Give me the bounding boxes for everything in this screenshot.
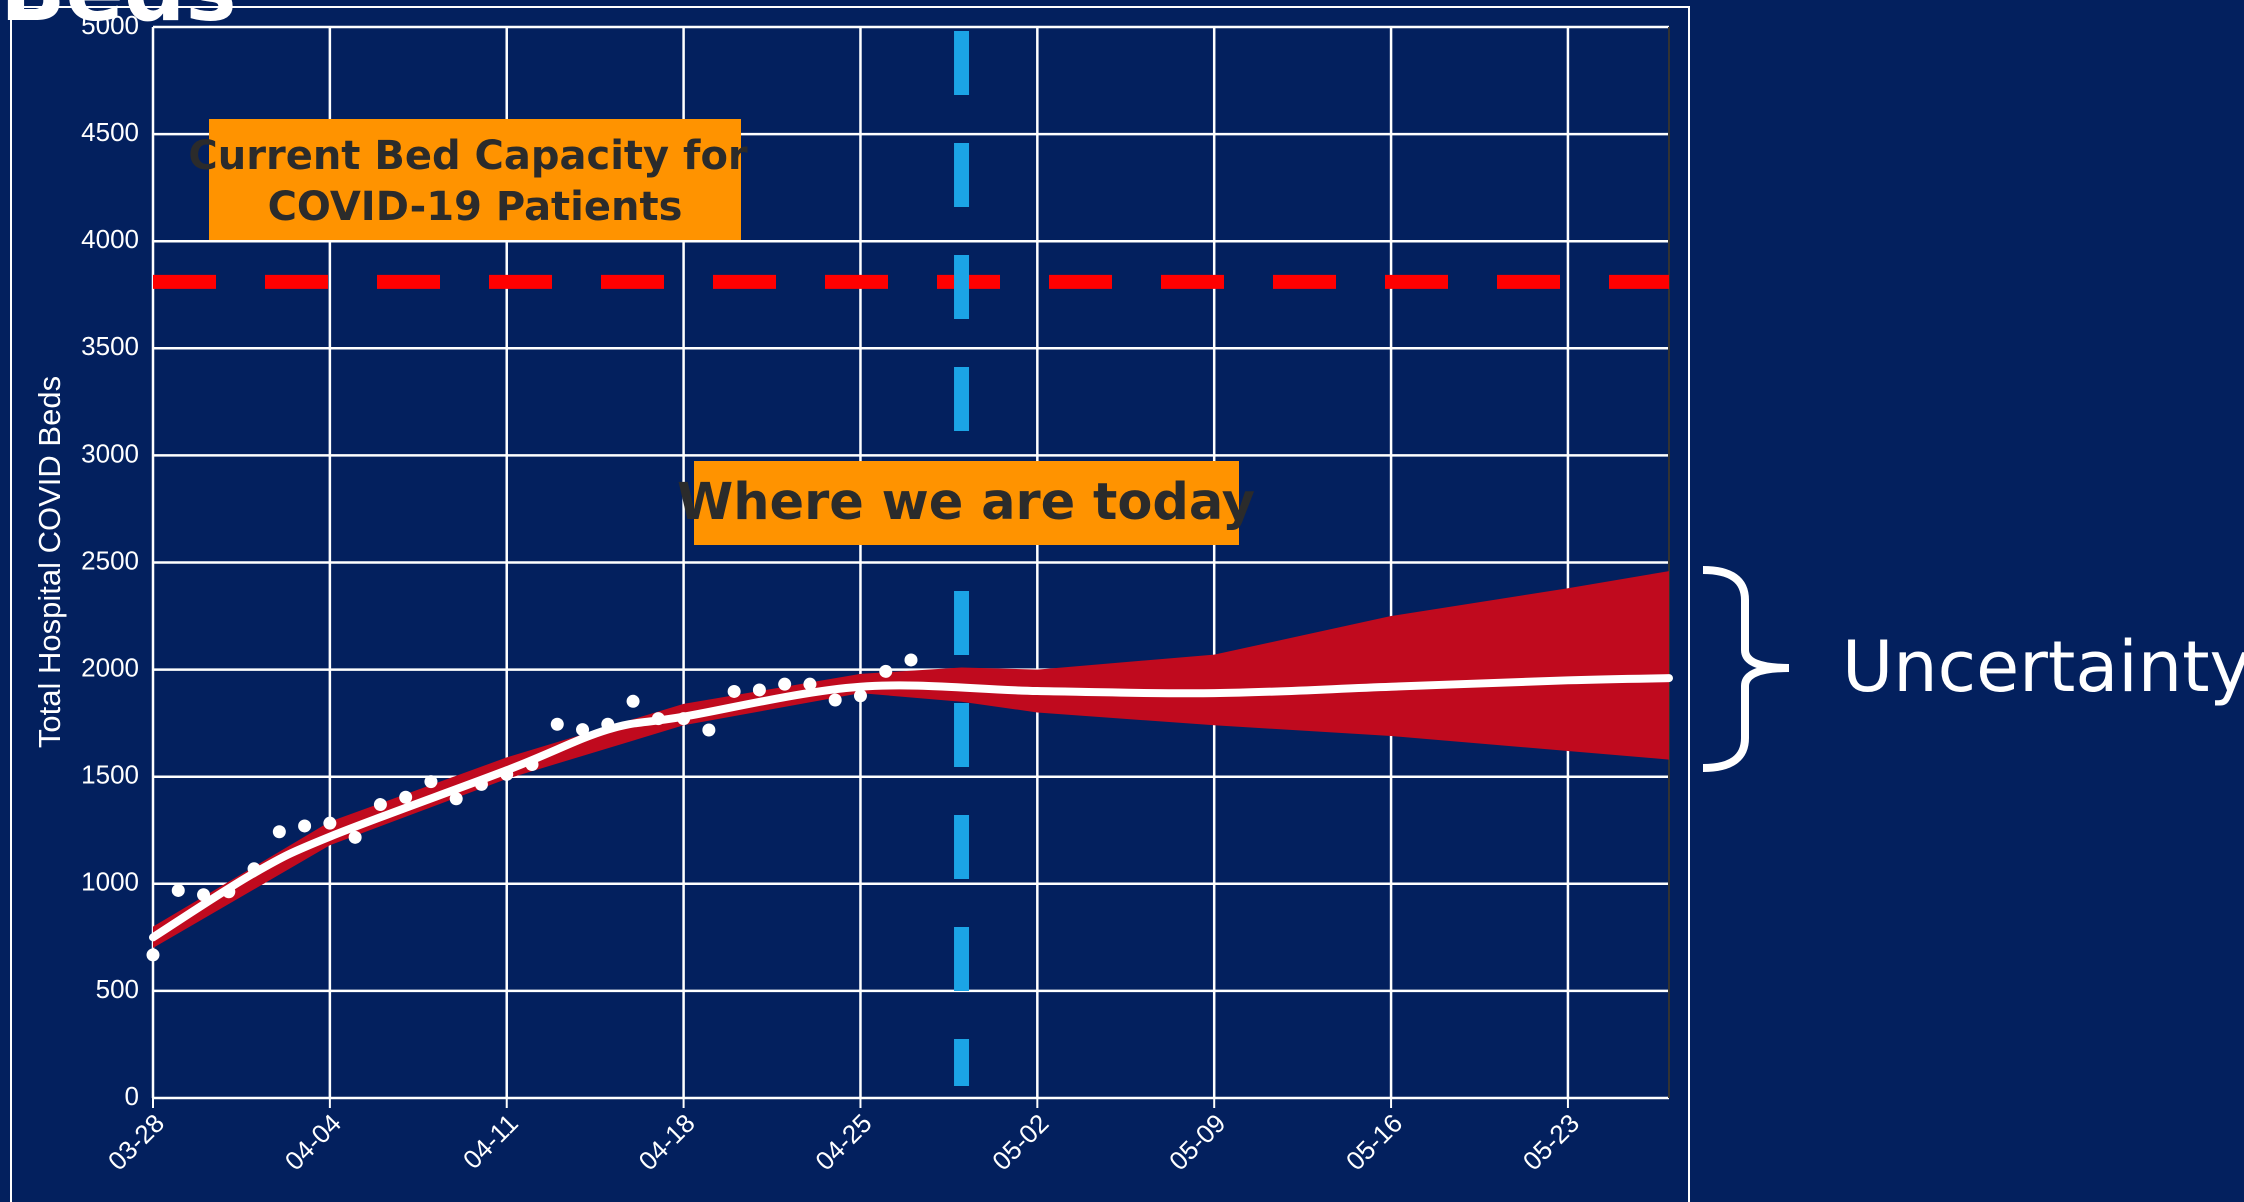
data-point bbox=[399, 790, 413, 804]
x-tick-label: 05-16 bbox=[1340, 1108, 1408, 1176]
data-point bbox=[651, 712, 665, 726]
x-tick-label: 05-02 bbox=[986, 1108, 1054, 1176]
capacity-label-line: COVID-19 Patients bbox=[268, 184, 683, 230]
data-point bbox=[677, 712, 691, 726]
y-tick-label: 2000 bbox=[81, 652, 139, 682]
y-tick-label: 1500 bbox=[81, 760, 139, 790]
x-tick-label: 04-04 bbox=[279, 1108, 347, 1176]
x-tick-label: 05-23 bbox=[1517, 1108, 1585, 1176]
data-point bbox=[449, 792, 463, 806]
y-tick-label: 500 bbox=[96, 974, 139, 1004]
data-point bbox=[853, 689, 867, 703]
data-point bbox=[146, 948, 160, 962]
data-point bbox=[828, 693, 842, 707]
x-tick-label: 04-25 bbox=[809, 1108, 877, 1176]
y-tick-label: 4000 bbox=[81, 224, 139, 254]
data-point bbox=[879, 664, 893, 678]
data-point bbox=[272, 825, 286, 839]
data-point bbox=[424, 775, 438, 789]
capacity-label-line: Current Bed Capacity for bbox=[188, 133, 748, 179]
y-tick-label: 3500 bbox=[81, 331, 139, 361]
data-point bbox=[752, 683, 766, 697]
uncertainty-band bbox=[153, 571, 1669, 949]
y-tick-label: 5000 bbox=[81, 10, 139, 40]
uncertainty-brace bbox=[1702, 566, 1790, 772]
data-point bbox=[525, 757, 539, 771]
data-point bbox=[904, 653, 918, 667]
today-label: Where we are today bbox=[677, 473, 1255, 532]
data-point bbox=[500, 767, 514, 781]
data-point bbox=[576, 723, 590, 737]
plot-frame bbox=[10, 6, 1690, 1202]
y-tick-label: 2500 bbox=[81, 545, 139, 575]
x-tick-label: 04-18 bbox=[632, 1108, 700, 1176]
data-point bbox=[373, 798, 387, 812]
data-point bbox=[778, 677, 792, 691]
y-tick-label: 4500 bbox=[81, 117, 139, 147]
chart-title: Beds bbox=[0, 0, 237, 41]
fit-line bbox=[149, 674, 1673, 942]
y-tick-label: 0 bbox=[125, 1081, 139, 1111]
data-point bbox=[247, 862, 261, 876]
data-point bbox=[474, 777, 488, 791]
x-tick-label: 03-28 bbox=[102, 1108, 170, 1176]
data-point bbox=[626, 694, 640, 708]
uncertainty-label: Uncertainty bbox=[1842, 626, 2244, 708]
data-point bbox=[222, 885, 236, 899]
data-point bbox=[803, 677, 817, 691]
x-tick-label: 04-11 bbox=[457, 1108, 524, 1175]
data-point bbox=[323, 816, 337, 830]
data-point bbox=[298, 819, 312, 833]
capacity-label: Current Bed Capacity for COVID-19 Patien… bbox=[188, 133, 761, 230]
data-point bbox=[348, 830, 362, 844]
data-point bbox=[727, 684, 741, 698]
x-tick-label: 05-09 bbox=[1163, 1108, 1231, 1176]
today-label-box bbox=[694, 461, 1239, 545]
data-point bbox=[601, 717, 615, 731]
data-point bbox=[197, 888, 211, 902]
data-point bbox=[171, 883, 185, 897]
capacity-label-box bbox=[209, 119, 741, 240]
y-axis-label: Total Hospital COVID Beds bbox=[32, 376, 67, 748]
data-point bbox=[702, 723, 716, 737]
data-point bbox=[550, 717, 564, 731]
y-tick-label: 3000 bbox=[81, 438, 139, 468]
y-tick-label: 1000 bbox=[81, 867, 139, 897]
